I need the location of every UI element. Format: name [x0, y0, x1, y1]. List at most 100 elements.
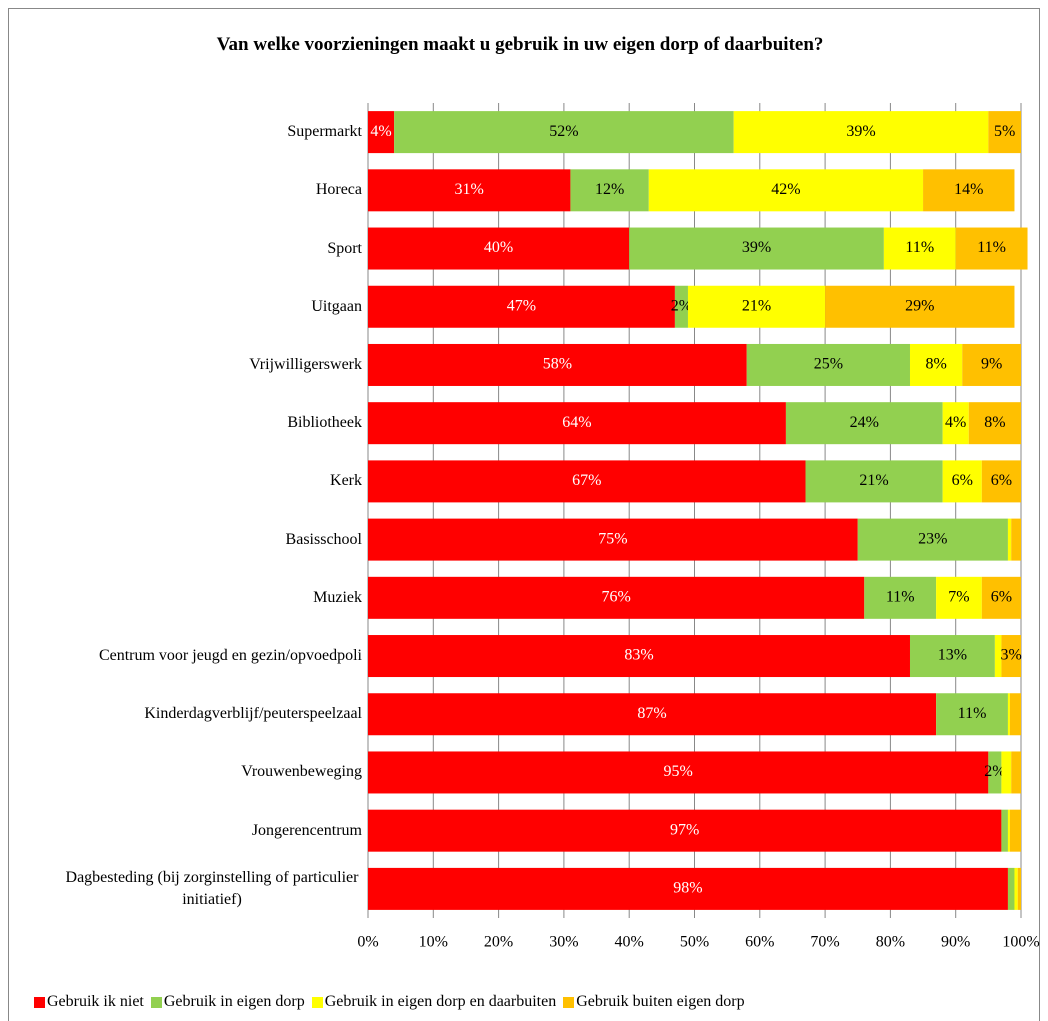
legend-swatch: [150, 996, 162, 1008]
y-tick-text: Dagbesteding (bij zorginstelling of part…: [65, 868, 359, 908]
y-tick-label: Muziek: [313, 573, 362, 623]
y-tick-label: Vrouwenbeweging: [241, 747, 362, 797]
bar-segment: [909, 343, 963, 386]
data-label: 9%: [981, 356, 1002, 373]
frame: [8, 8, 1040, 1021]
y-tick-text: Sport: [327, 239, 362, 257]
x-tick-label: 30%: [549, 934, 578, 951]
data-label: 5%: [994, 123, 1015, 140]
x-tick-label: 100%: [1002, 934, 1039, 951]
x-tick-label: 70%: [810, 934, 839, 951]
legend-label: Gebruik buiten eigen dorp: [576, 993, 745, 1010]
data-label: 29%: [905, 297, 934, 314]
data-label: 4%: [370, 123, 391, 140]
y-tick-text: Jongerencentrum: [251, 821, 362, 839]
y-tick-text: Horeca: [315, 181, 362, 199]
data-label: 11%: [905, 239, 934, 256]
y-tick-text: Uitgaan: [311, 297, 362, 315]
x-tick-label: 50%: [680, 934, 709, 951]
y-tick-label: Vrijwilligerswerk: [249, 340, 362, 390]
data-label: 83%: [624, 647, 653, 664]
data-label: 6%: [952, 472, 973, 489]
bar-segment: [1009, 809, 1021, 852]
bar-segment: [923, 169, 1015, 212]
data-label: 58%: [543, 356, 572, 373]
y-tick-text: Kinderdagverblijf/peuterspeelzaal: [144, 705, 362, 723]
y-tick-label: Centrum voor jeugd en gezin/opvoedpoli: [99, 631, 362, 681]
data-label: 25%: [814, 356, 843, 373]
bar-segment: [687, 285, 826, 328]
y-tick-label: Basisschool: [286, 515, 362, 565]
data-label: 42%: [771, 181, 800, 198]
bar-segment: [1001, 751, 1012, 794]
legend-swatch: [34, 996, 45, 1008]
bar-segment: [746, 343, 910, 386]
bar-segment: [674, 285, 688, 328]
bar-segment: [733, 111, 989, 154]
bar-segment: [368, 693, 937, 736]
bar-segment: [864, 576, 937, 619]
x-tick-label: 80%: [876, 934, 905, 951]
legend-item: Gebruik in eigen dorp: [150, 993, 305, 1011]
data-label: 21%: [859, 472, 888, 489]
data-label: 2%: [984, 763, 1005, 780]
data-label: 23%: [918, 530, 947, 547]
data-label: 4%: [945, 414, 966, 431]
y-tick-label: Bibliotheek: [287, 398, 362, 448]
bar-segment: [1001, 809, 1008, 852]
bar-segment: [936, 693, 1008, 736]
y-tick-label: Horeca: [316, 165, 362, 215]
bar-segment: [368, 169, 571, 212]
x-tick-label: 10%: [419, 934, 448, 951]
legend-label: Gebruik in eigen dorp: [163, 993, 305, 1010]
data-label: 12%: [595, 181, 624, 198]
x-tick-label: 90%: [941, 934, 970, 951]
bar-segment: [1017, 867, 1021, 910]
y-tick-text: Centrum voor jeugd en gezin/opvoedpoli: [98, 647, 362, 665]
bar-segment: [857, 518, 1008, 561]
bar-segment: [1011, 518, 1021, 561]
bar-segment: [368, 285, 675, 328]
data-label: 76%: [601, 588, 630, 605]
data-label: 39%: [846, 123, 875, 140]
bar-segment: [648, 169, 924, 212]
legend-swatch: [311, 996, 323, 1008]
bar-segment: [955, 227, 1028, 270]
bar-segment: [570, 169, 649, 212]
bar-segment: [981, 576, 1021, 619]
y-tick-text: Vrouwenbeweging: [241, 763, 362, 781]
x-tick-label: 40%: [615, 934, 644, 951]
bar-segment: [368, 518, 858, 561]
bar-segment: [1007, 809, 1010, 852]
data-label: 11%: [958, 705, 987, 722]
bar-segment: [1011, 751, 1021, 794]
data-label: 7%: [948, 588, 969, 605]
data-label: 31%: [455, 181, 484, 198]
bar-segment: [1001, 635, 1021, 678]
bar-segment: [368, 576, 865, 619]
bar-segment: [883, 227, 956, 270]
data-label: 40%: [484, 239, 513, 256]
bar-segment: [368, 402, 786, 445]
y-tick-text: Muziek: [313, 588, 362, 606]
bar-segment: [368, 460, 806, 503]
y-tick-label: Dagbesteding (bij zorginstelling of part…: [62, 864, 362, 914]
bar-segment: [1007, 867, 1015, 910]
data-label: 13%: [938, 647, 967, 664]
y-tick-label: Supermarkt: [287, 107, 362, 157]
y-tick-label: Jongerencentrum: [252, 806, 362, 856]
data-label: 11%: [977, 239, 1006, 256]
bar-segment: [942, 460, 982, 503]
data-label: 8%: [925, 356, 946, 373]
bar-segment: [968, 402, 1021, 445]
data-label: 97%: [670, 821, 699, 838]
data-label: 87%: [637, 705, 666, 722]
bar-segment: [1007, 518, 1012, 561]
data-label: 47%: [507, 297, 536, 314]
y-tick-label: Kerk: [330, 456, 362, 506]
bar-segment: [1007, 693, 1010, 736]
data-label: 6%: [991, 472, 1012, 489]
data-label: 52%: [549, 123, 578, 140]
